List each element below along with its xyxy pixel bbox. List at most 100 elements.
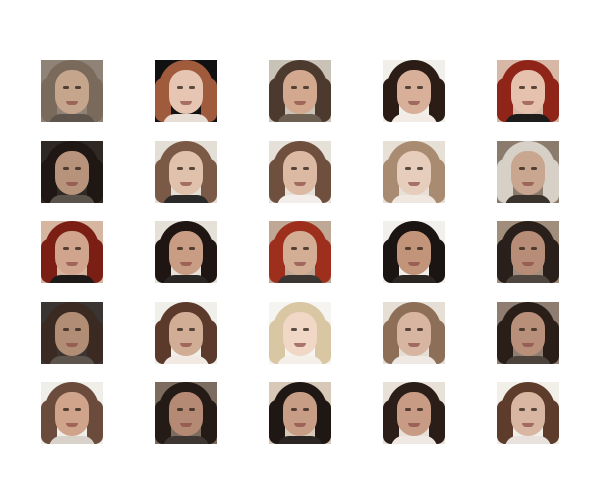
face-r5c3	[269, 382, 331, 444]
face	[511, 312, 545, 356]
face	[511, 392, 545, 436]
hair-left	[497, 78, 513, 122]
clothing	[163, 356, 209, 364]
hair-right	[543, 78, 559, 122]
left-eye	[519, 408, 525, 411]
clothing	[505, 114, 551, 122]
hair-right	[543, 400, 559, 444]
clothing	[163, 195, 209, 203]
left-eye	[405, 328, 411, 331]
hair-right	[429, 159, 445, 203]
hair-right	[315, 320, 331, 364]
left-eye	[291, 328, 297, 331]
clothing	[505, 436, 551, 444]
clothing	[391, 356, 437, 364]
clothing	[391, 275, 437, 283]
left-eye	[291, 247, 297, 250]
left-eye	[519, 328, 525, 331]
right-eye	[75, 86, 81, 89]
hair-left	[155, 239, 171, 283]
left-eye	[405, 86, 411, 89]
face	[397, 231, 431, 275]
hair-right	[87, 239, 103, 283]
face-r4c2	[155, 302, 217, 364]
face	[55, 231, 89, 275]
left-eye	[519, 86, 525, 89]
mouth	[66, 343, 78, 347]
face	[511, 70, 545, 114]
face	[55, 70, 89, 114]
left-eye	[177, 247, 183, 250]
face	[169, 70, 203, 114]
hair-right	[429, 320, 445, 364]
hair-left	[155, 159, 171, 203]
face	[55, 151, 89, 195]
mouth	[522, 101, 534, 105]
face	[283, 70, 317, 114]
face-r5c5	[497, 382, 559, 444]
mouth	[522, 262, 534, 266]
right-eye	[531, 408, 537, 411]
face	[511, 231, 545, 275]
mouth	[294, 343, 306, 347]
face	[55, 392, 89, 436]
clothing	[49, 195, 95, 203]
clothing	[277, 275, 323, 283]
hair-left	[497, 239, 513, 283]
face	[169, 151, 203, 195]
face-r1c2	[155, 60, 217, 122]
clothing	[391, 195, 437, 203]
left-eye	[291, 86, 297, 89]
face-r4c5	[497, 302, 559, 364]
clothing	[49, 436, 95, 444]
clothing	[505, 195, 551, 203]
hair-left	[41, 239, 57, 283]
hair-right	[429, 239, 445, 283]
hair-right	[429, 400, 445, 444]
hair-right	[201, 400, 217, 444]
hair-left	[269, 239, 285, 283]
right-eye	[189, 86, 195, 89]
right-eye	[189, 247, 195, 250]
face	[397, 151, 431, 195]
face	[397, 70, 431, 114]
hair-left	[155, 400, 171, 444]
face	[169, 392, 203, 436]
face-r2c5	[497, 141, 559, 203]
face-r2c2	[155, 141, 217, 203]
hair-left	[497, 159, 513, 203]
hair-right	[87, 400, 103, 444]
mouth	[522, 343, 534, 347]
mouth	[66, 101, 78, 105]
left-eye	[63, 408, 69, 411]
left-eye	[177, 328, 183, 331]
hair-right	[429, 78, 445, 122]
clothing	[277, 114, 323, 122]
hair-left	[269, 400, 285, 444]
face-r1c3	[269, 60, 331, 122]
hair-right	[315, 159, 331, 203]
right-eye	[531, 86, 537, 89]
hair-left	[497, 400, 513, 444]
right-eye	[417, 247, 423, 250]
right-eye	[531, 328, 537, 331]
hair-right	[87, 78, 103, 122]
right-eye	[303, 167, 309, 170]
hair-left	[155, 78, 171, 122]
face	[283, 392, 317, 436]
right-eye	[531, 167, 537, 170]
clothing	[391, 114, 437, 122]
clothing	[505, 356, 551, 364]
mouth	[522, 182, 534, 186]
hair-left	[497, 320, 513, 364]
right-eye	[303, 408, 309, 411]
left-eye	[519, 247, 525, 250]
right-eye	[417, 328, 423, 331]
hair-right	[201, 320, 217, 364]
hair-left	[383, 239, 399, 283]
hair-right	[201, 159, 217, 203]
hair-left	[41, 320, 57, 364]
face-r1c4	[383, 60, 445, 122]
left-eye	[63, 167, 69, 170]
mouth	[408, 101, 420, 105]
